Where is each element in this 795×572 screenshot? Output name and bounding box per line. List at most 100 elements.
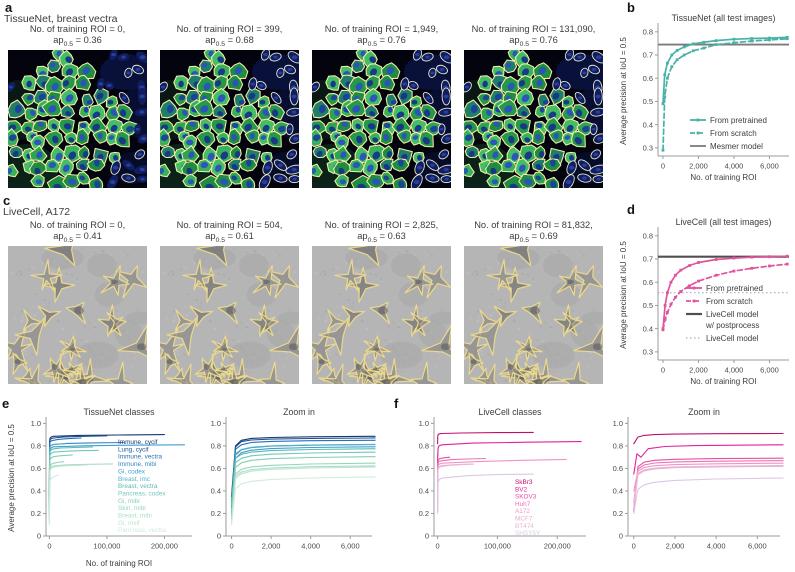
svg-text:0.8: 0.8	[211, 442, 221, 451]
series-Lung, cycif	[230, 437, 376, 503]
series-SKOV3	[633, 457, 784, 512]
panel-c-label: c	[3, 193, 11, 208]
series-Breast, vectra	[230, 448, 376, 506]
legend-entry: From pretrained	[706, 284, 763, 293]
sample-caption: No. of training ROI = 0, ap0.5 = 0.41	[0, 220, 156, 244]
series-Gi, mxif	[48, 464, 88, 524]
tissuenet-image-0	[8, 50, 147, 188]
legend-entry: SkBr3	[515, 479, 533, 486]
svg-text:0.6: 0.6	[643, 278, 653, 287]
svg-text:0.8: 0.8	[613, 442, 623, 451]
svg-text:Zoom in: Zoom in	[688, 407, 720, 417]
panel-e-label: e	[2, 396, 10, 411]
panel-b-label: b	[627, 0, 635, 15]
legend-entry: MCF7	[515, 516, 533, 523]
roi-count-text: No. of training ROI = 504,	[176, 220, 283, 230]
legend-entry: Gi, codex	[118, 468, 146, 475]
chart-livecell-classes: 0 0.2 0.4 0.6 0.8 1.0 0 100,000 200,000 LiveCell …	[419, 407, 586, 551]
roi-count-text: No. of training ROI = 2,825,	[324, 220, 439, 230]
tissuenet-image-2	[312, 50, 451, 188]
series-BV2	[437, 441, 582, 475]
series-SHSY5Y	[437, 473, 534, 515]
sample-caption: No. of training ROI = 2,825, ap0.5 = 0.6…	[303, 220, 460, 244]
svg-text:6,000: 6,000	[341, 542, 360, 551]
tissuenet-sample-3: No. of training ROI = 131,090, ap0.5 = 0…	[464, 24, 603, 188]
series-Immune, cycif	[230, 435, 376, 498]
ap-score-text: ap0.5 = 0.76	[509, 34, 558, 48]
tissuenet-image-1	[160, 50, 299, 188]
svg-text:0.8: 0.8	[31, 442, 41, 451]
legend-entry: SKOV3	[515, 494, 537, 501]
legend-entry: BT474	[515, 523, 534, 530]
panel-d-label: d	[627, 202, 635, 217]
legend-entry: LiveCell model	[706, 310, 759, 319]
legend-entry: LiveCell model	[706, 334, 759, 343]
legend-entry: Pancreas, vectra	[118, 527, 166, 534]
svg-text:1.0: 1.0	[211, 419, 221, 428]
ap-score-text: ap0.5 = 0.69	[509, 230, 558, 244]
svg-text:6,000: 6,000	[748, 542, 767, 551]
legend-entry: SHSY5Y	[515, 530, 541, 537]
series-MCF7	[633, 465, 784, 509]
svg-text:0: 0	[661, 366, 665, 375]
tissuenet-image-3	[464, 50, 603, 188]
legend-entry: Pancreas, codex	[118, 490, 166, 497]
svg-text:0.2: 0.2	[419, 509, 429, 518]
panel-f-label: f	[394, 396, 399, 411]
svg-text:0.6: 0.6	[643, 74, 653, 83]
svg-text:0.4: 0.4	[643, 120, 653, 129]
series-Gi, codex	[48, 444, 186, 520]
svg-text:0: 0	[47, 542, 51, 551]
roi-count-text: No. of training ROI = 0,	[29, 220, 126, 230]
series-Skin, mibi	[230, 462, 376, 520]
svg-text:2,000: 2,000	[666, 542, 685, 551]
svg-text:0.6: 0.6	[211, 464, 221, 473]
chart-livecell-zoom: 0 0.2 0.4 0.6 0.8 1.0 0 2,000 4,000 6,000 Zoom in	[613, 407, 784, 551]
series-MCF7	[437, 463, 475, 509]
legend-entry: Gi, mxif	[118, 520, 140, 527]
legend-entry: Gi, mibi	[118, 498, 140, 505]
livecell-image-3	[464, 246, 603, 384]
legend-entry: From scratch	[710, 129, 757, 138]
svg-text:0.2: 0.2	[211, 509, 221, 518]
series-Pancreas, vectra	[230, 476, 376, 526]
chart-livecell-summary: 0.3 0.4 0.5 0.6 0.7 0.8 0 2,000 4,000 6,000 LiveCe…	[619, 217, 789, 386]
svg-text:2,000: 2,000	[689, 366, 708, 375]
svg-text:0: 0	[217, 532, 221, 541]
legend-entry: Breast, vectra	[118, 483, 158, 490]
legend-entry: Breast, imc	[118, 476, 151, 483]
series-Gi, mibi	[48, 454, 73, 517]
legend-entry: Immune, mibi	[118, 461, 156, 468]
svg-text:0.4: 0.4	[613, 487, 623, 496]
legend-entry: Breast, mibi	[118, 513, 152, 520]
svg-text:0: 0	[425, 532, 429, 541]
roi-count-text: No. of training ROI = 0,	[29, 24, 126, 34]
svg-text:No. of training ROI: No. of training ROI	[690, 173, 756, 182]
svg-text:0: 0	[632, 542, 636, 551]
roi-count-text: No. of training ROI = 81,832,	[474, 220, 593, 230]
series-Immune, vectra	[230, 439, 376, 509]
svg-text:1.0: 1.0	[31, 419, 41, 428]
sample-caption: No. of training ROI = 504, ap0.5 = 0.61	[151, 220, 308, 244]
svg-text:0.7: 0.7	[643, 51, 653, 60]
svg-text:TissueNet (all test images): TissueNet (all test images)	[672, 13, 776, 23]
svg-text:4,000: 4,000	[725, 366, 744, 375]
series-Gi, codex	[230, 446, 376, 520]
legend-entry: Lung, cycif	[118, 446, 149, 453]
tissuenet-sample-2: No. of training ROI = 1,949, ap0.5 = 0.7…	[312, 24, 451, 188]
svg-text:1.0: 1.0	[419, 419, 429, 428]
svg-text:LiveCell classes: LiveCell classes	[478, 407, 542, 417]
svg-text:No. of training ROI: No. of training ROI	[86, 559, 152, 568]
ap-score-text: ap0.5 = 0.41	[53, 230, 102, 244]
legend-entry: Immune, vectra	[118, 454, 162, 461]
series-Huh7	[633, 460, 784, 503]
svg-text:Average precision at IoU = 0.5: Average precision at IoU = 0.5	[619, 241, 628, 349]
svg-text:200,000: 200,000	[151, 542, 178, 551]
svg-text:w/ postprocess: w/ postprocess	[705, 321, 759, 330]
series-SHSY5Y	[633, 477, 784, 515]
legend-entry: Skin, mibi	[118, 505, 146, 512]
chart-tissuenet-summary: 0.3 0.4 0.5 0.6 0.7 0.8 0 2,000 4,000 6,000 Tissue…	[619, 13, 789, 182]
svg-text:0: 0	[37, 532, 41, 541]
livecell-image-0	[8, 246, 147, 384]
ap-score-text: ap0.5 = 0.63	[357, 230, 406, 244]
